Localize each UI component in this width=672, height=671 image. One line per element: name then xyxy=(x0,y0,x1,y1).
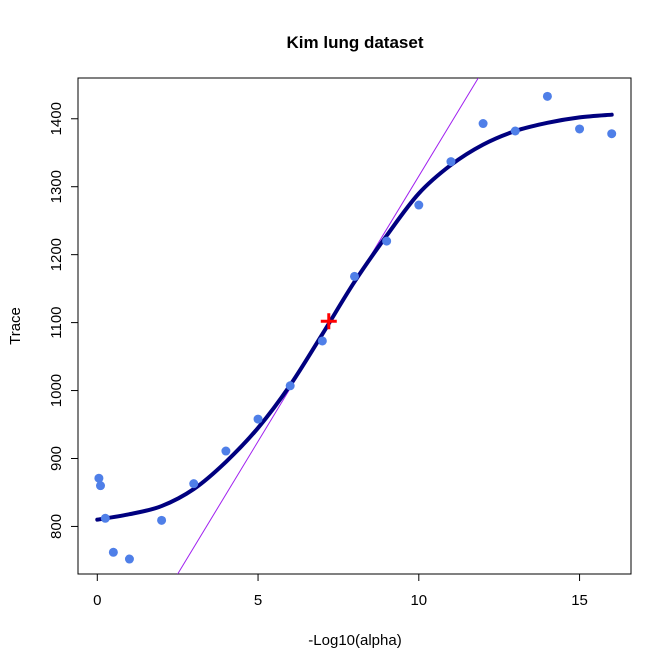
data-point-2 xyxy=(100,513,110,523)
data-point-6 xyxy=(189,479,199,489)
data-point-11 xyxy=(350,271,359,281)
data-point-16 xyxy=(510,126,520,136)
data-point-18 xyxy=(575,124,585,134)
fit-curve-layer xyxy=(95,112,614,522)
data-point-10 xyxy=(317,336,327,346)
fit-curve xyxy=(95,112,614,522)
x-axis: 0 5 10 15 xyxy=(93,574,588,609)
y-axis-label: Trace xyxy=(7,307,24,345)
data-point-9 xyxy=(285,381,295,391)
data-point-19 xyxy=(607,129,617,139)
data-point-0 xyxy=(94,473,104,483)
data-point-4 xyxy=(124,554,134,564)
y-tick-label-6: 1400 xyxy=(48,102,65,135)
data-point-7 xyxy=(221,446,231,456)
plus-marker xyxy=(320,313,337,330)
data-point-1 xyxy=(96,481,106,491)
y-tick-label-5: 1300 xyxy=(48,170,65,203)
data-point-13 xyxy=(414,200,424,210)
plot-frame xyxy=(77,77,632,575)
data-point-15 xyxy=(478,119,488,129)
y-tick-label-1: 900 xyxy=(48,446,65,471)
marker-layer xyxy=(320,313,337,330)
y-axis: 800 900 1000 1100 1200 1300 1400 xyxy=(48,102,78,539)
y-tick-label-2: 1000 xyxy=(48,374,65,407)
y-tick-label-3: 1100 xyxy=(48,306,65,338)
plot-area xyxy=(94,78,617,574)
y-tick-label-0: 800 xyxy=(48,514,65,539)
data-point-12 xyxy=(382,236,392,246)
chart-title: Kim lung dataset xyxy=(287,33,424,52)
data-point-17 xyxy=(542,91,552,101)
data-point-3 xyxy=(108,547,118,557)
x-tick-label-3: 15 xyxy=(571,592,588,609)
data-points-layer xyxy=(94,91,617,564)
data-point-14 xyxy=(446,157,456,167)
x-tick-label-0: 0 xyxy=(93,592,101,609)
x-tick-label-2: 10 xyxy=(410,592,427,609)
y-tick-label-4: 1200 xyxy=(48,238,65,271)
data-point-5 xyxy=(157,515,167,525)
x-axis-label: -Log10(alpha) xyxy=(308,632,401,649)
x-tick-label-1: 5 xyxy=(254,592,262,609)
data-point-8 xyxy=(253,414,263,424)
